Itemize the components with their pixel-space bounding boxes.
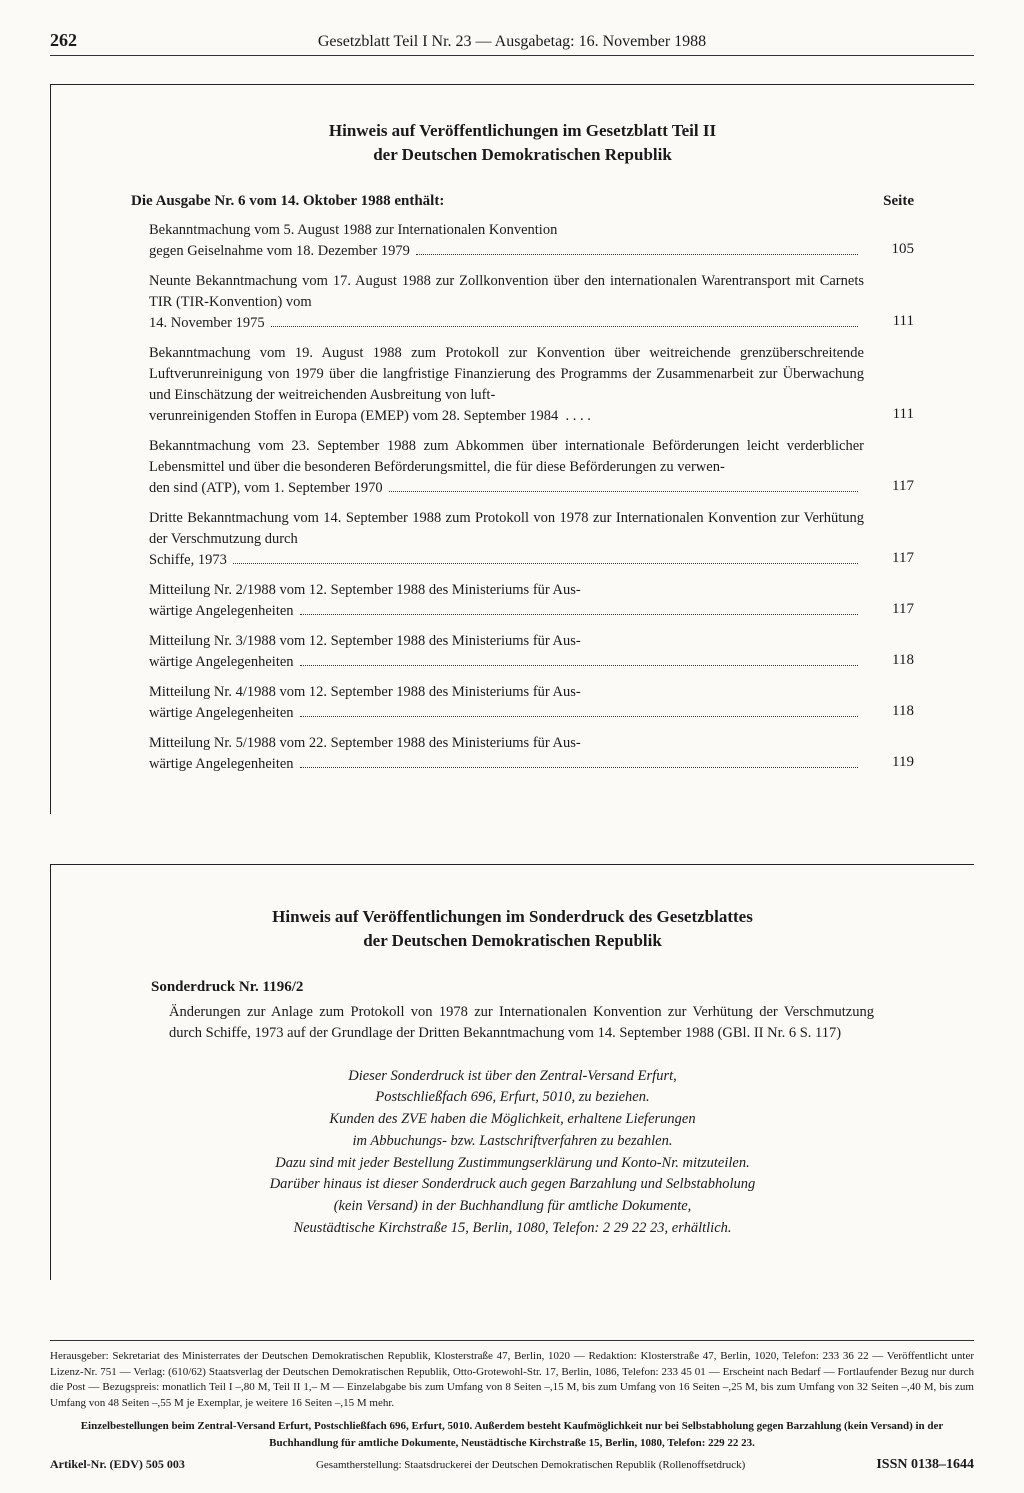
entry-text: Bekanntmachung vom 23. September 1988 zu… (149, 436, 864, 499)
footer-rule (50, 1340, 974, 1341)
entry-text: Mitteilung Nr. 5/1988 vom 22. September … (149, 733, 864, 775)
footer-last-line: Artikel-Nr. (EDV) 505 003 Gesamtherstell… (50, 1457, 974, 1473)
entry-page: 118 (864, 650, 914, 673)
italic-line: Neustädtische Kirchstraße 15, Berlin, 10… (141, 1218, 884, 1240)
issue-head-text: Die Ausgabe Nr. 6 vom 14. Oktober 1988 e… (131, 193, 444, 210)
toc-entry: Bekanntmachung vom 5. August 1988 zur In… (131, 220, 914, 262)
section2-title-line2: der Deutschen Demokratischen Republik (363, 931, 662, 950)
section-sonderdruck: Hinweis auf Veröffentlichungen im Sonder… (50, 864, 974, 1280)
entry-page: 117 (864, 476, 914, 499)
entry-page: 117 (864, 548, 914, 571)
entry-page: 118 (864, 701, 914, 724)
entry-page: 117 (864, 599, 914, 622)
toc-entry: Bekanntmachung vom 19. August 1988 zum P… (131, 343, 914, 427)
toc-entry: Mitteilung Nr. 3/1988 vom 12. September … (131, 631, 914, 673)
toc-entry: Bekanntmachung vom 23. September 1988 zu… (131, 436, 914, 499)
entry-text: Bekanntmachung vom 19. August 1988 zum P… (149, 343, 864, 427)
entry-text: Mitteilung Nr. 4/1988 vom 12. September … (149, 682, 864, 724)
italic-line: im Abbuchungs- bzw. Lastschriftverfahren… (141, 1131, 884, 1153)
entries-list: Bekanntmachung vom 5. August 1988 zur In… (131, 220, 914, 775)
italic-line: Postschließfach 696, Erfurt, 5010, zu be… (141, 1087, 884, 1109)
section-teil-ii: Hinweis auf Veröffentlichungen im Gesetz… (50, 84, 974, 814)
italic-line: Kunden des ZVE haben die Möglichkeit, er… (141, 1109, 884, 1131)
running-header: 262 Gesetzblatt Teil I Nr. 23 — Ausgabet… (50, 30, 974, 56)
header-title: Gesetzblatt Teil I Nr. 23 — Ausgabetag: … (110, 33, 974, 51)
page-number: 262 (50, 30, 110, 51)
toc-entry: Dritte Bekanntmachung vom 14. September … (131, 508, 914, 571)
sonderdruck-number: Sonderdruck Nr. 1196/2 (111, 979, 914, 996)
entry-text: Mitteilung Nr. 3/1988 vom 12. September … (149, 631, 864, 673)
italic-line: Dieser Sonderdruck ist über den Zentral-… (141, 1066, 884, 1088)
section2-title-line1: Hinweis auf Veröffentlichungen im Sonder… (272, 907, 753, 926)
section1-title-line1: Hinweis auf Veröffentlichungen im Gesetz… (329, 121, 716, 140)
entry-text: Bekanntmachung vom 5. August 1988 zur In… (149, 220, 864, 262)
entry-page: 111 (864, 311, 914, 334)
entry-text: Neunte Bekanntmachung vom 17. August 198… (149, 271, 864, 334)
italic-line: (kein Versand) in der Buchhandlung für a… (141, 1196, 884, 1218)
entry-text: Dritte Bekanntmachung vom 14. September … (149, 508, 864, 571)
toc-entry: Mitteilung Nr. 5/1988 vom 22. September … (131, 733, 914, 775)
section2-title: Hinweis auf Veröffentlichungen im Sonder… (111, 905, 914, 953)
italic-note: Dieser Sonderdruck ist über den Zentral-… (111, 1066, 914, 1240)
entry-text: Mitteilung Nr. 2/1988 vom 12. September … (149, 580, 864, 622)
toc-entry: Mitteilung Nr. 4/1988 vom 12. September … (131, 682, 914, 724)
section1-title: Hinweis auf Veröffentlichungen im Gesetz… (131, 119, 914, 167)
imprint: Herausgeber: Sekretariat des Ministerrat… (50, 1349, 974, 1413)
italic-line: Dazu sind mit jeder Bestellung Zustimmun… (141, 1153, 884, 1175)
imprint-ordering: Einzelbestellungen beim Zentral-Versand … (50, 1418, 974, 1451)
entry-page: 111 (864, 404, 914, 427)
issn: ISSN 0138–1644 (876, 1457, 974, 1473)
entry-page: 105 (864, 239, 914, 262)
page: 262 Gesetzblatt Teil I Nr. 23 — Ausgabet… (0, 0, 1024, 1493)
italic-line: Darüber hinaus ist dieser Sonderdruck au… (141, 1174, 884, 1196)
page-label: Seite (883, 193, 914, 210)
article-number: Artikel-Nr. (EDV) 505 003 (50, 1457, 185, 1472)
sonderdruck-body: Änderungen zur Anlage zum Protokoll von … (111, 1002, 914, 1044)
toc-entry: Neunte Bekanntmachung vom 17. August 198… (131, 271, 914, 334)
toc-entry: Mitteilung Nr. 2/1988 vom 12. September … (131, 580, 914, 622)
section1-title-line2: der Deutschen Demokratischen Republik (373, 145, 672, 164)
issue-header: Die Ausgabe Nr. 6 vom 14. Oktober 1988 e… (131, 193, 914, 210)
entry-page: 119 (864, 752, 914, 775)
production-note: Gesamtherstellung: Staatsdruckerei der D… (185, 1459, 876, 1471)
